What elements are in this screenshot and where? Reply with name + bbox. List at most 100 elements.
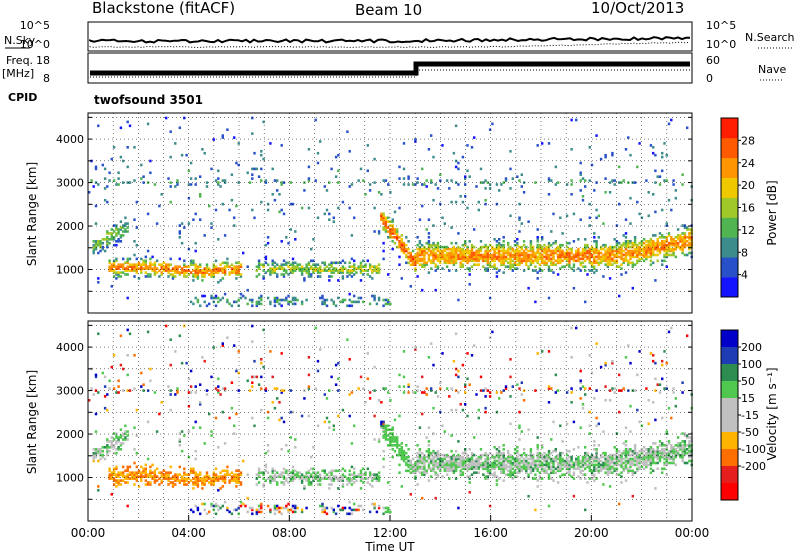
power-cell — [676, 241, 680, 245]
velocity-cell — [579, 397, 582, 400]
power-cell — [183, 269, 186, 272]
power-cell — [332, 269, 335, 272]
power-cell — [223, 273, 227, 276]
power-cell — [321, 294, 324, 298]
power-cell — [450, 253, 453, 257]
velocity-cell — [391, 440, 394, 443]
velocity-cell — [296, 471, 299, 474]
velocity-cell — [658, 444, 662, 447]
power-cell — [398, 236, 401, 239]
velocity-cell — [516, 465, 519, 469]
velocity-cell — [629, 469, 632, 473]
power-cell — [264, 271, 268, 274]
power-cell — [303, 277, 306, 280]
power-cell — [321, 296, 324, 300]
power-cell — [135, 271, 138, 274]
velocity-cell — [264, 451, 268, 455]
velocity-cell — [108, 475, 111, 478]
power-cell — [565, 257, 569, 261]
power-cell — [90, 179, 93, 182]
velocity-cell — [538, 471, 542, 474]
velocity-cell — [257, 467, 261, 471]
velocity-cell — [427, 444, 431, 447]
power-cell — [169, 200, 172, 204]
velocity-cell — [464, 457, 467, 461]
power-cell — [475, 251, 478, 255]
power-cell — [538, 247, 542, 251]
power-cell — [642, 253, 646, 257]
power-cell — [502, 243, 505, 247]
power-cell — [461, 251, 465, 255]
power-cell — [543, 249, 546, 253]
power-cell — [484, 259, 487, 263]
power-ylabel: Slant Range [km] — [25, 162, 39, 266]
power-cell — [305, 271, 308, 274]
power-cell — [217, 181, 220, 184]
velocity-cell — [377, 440, 381, 443]
velocity-cell — [257, 508, 261, 512]
velocity-cell — [278, 473, 281, 476]
velocity-cell — [584, 463, 587, 467]
velocity-cell — [303, 475, 306, 478]
power-cell — [409, 251, 412, 255]
velocity-cell — [547, 453, 551, 457]
power-cell — [624, 257, 628, 261]
power-cell — [135, 267, 138, 270]
velocity-cell — [285, 479, 288, 482]
velocity-cell — [364, 477, 367, 480]
power-cell — [439, 249, 442, 253]
velocity-cell — [280, 471, 283, 474]
power-cell — [407, 255, 410, 259]
power-cell — [300, 271, 304, 274]
power-cell — [500, 261, 503, 265]
velocity-cell — [454, 457, 458, 461]
power-cell — [531, 255, 535, 259]
velocity-cell — [300, 481, 304, 484]
velocity-cell — [353, 502, 356, 506]
velocity-cell — [359, 477, 363, 480]
power-cell — [550, 261, 553, 265]
power-cell — [633, 243, 637, 247]
power-cell — [527, 253, 530, 257]
power-cell — [235, 271, 238, 274]
power-cell — [627, 249, 630, 253]
power-cell — [194, 263, 197, 266]
velocity-cell — [536, 463, 539, 467]
power-cell — [330, 298, 333, 302]
velocity-cell — [210, 477, 213, 480]
velocity-cell — [226, 336, 229, 339]
velocity-cell — [545, 471, 548, 474]
velocity-cell — [208, 475, 211, 478]
velocity-cell — [384, 436, 388, 439]
power-cell — [122, 159, 125, 163]
power-cell — [402, 142, 406, 145]
power-cell — [409, 253, 412, 257]
velocity-cell — [470, 457, 474, 461]
velocity-cell — [343, 506, 347, 510]
power-cell — [112, 243, 116, 247]
power-cell — [672, 247, 675, 251]
power-cell — [597, 253, 600, 257]
velocity-cell — [328, 477, 331, 480]
power-cell — [507, 241, 510, 245]
velocity-cell — [328, 471, 331, 474]
velocity-cell — [310, 455, 313, 459]
velocity-cell — [495, 453, 499, 457]
power-cell — [248, 181, 252, 184]
velocity-cell — [171, 485, 175, 488]
velocity-cell — [495, 391, 499, 394]
velocity-cell — [251, 375, 254, 379]
velocity-cell — [590, 473, 594, 476]
velocity-cell — [221, 410, 224, 414]
velocity-cell — [484, 387, 487, 390]
power-cell — [108, 241, 111, 245]
velocity-cell — [169, 465, 172, 469]
power-cell — [502, 271, 505, 274]
power-cell — [117, 230, 120, 233]
power-cell — [112, 238, 116, 241]
velocity-cell — [652, 455, 655, 459]
velocity-cell — [550, 469, 553, 473]
power-cell — [631, 263, 634, 266]
velocity-cell — [199, 512, 202, 516]
power-cell — [579, 179, 582, 182]
